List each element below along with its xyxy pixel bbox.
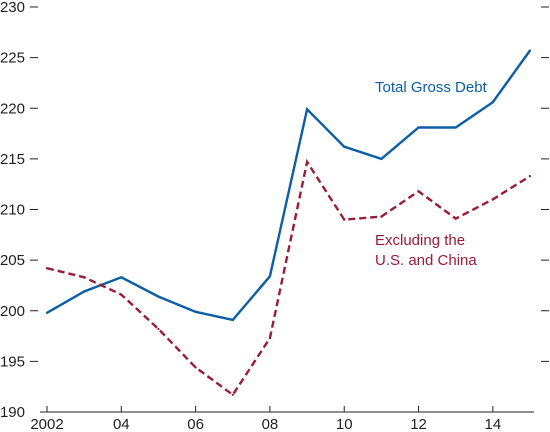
series-1-point xyxy=(45,267,49,270)
series-1-point xyxy=(454,217,457,220)
series-0-point xyxy=(194,310,197,313)
x-tick-label: 2002 xyxy=(30,416,63,432)
y-left-tick-label: 210 xyxy=(0,202,25,219)
series-line-1 xyxy=(46,158,531,397)
x-axis: 2002 04 06 08 10 12 14 xyxy=(30,406,501,432)
series-0-point xyxy=(231,318,234,321)
x-tick-label: 12 xyxy=(410,416,427,432)
x-tick-label: 14 xyxy=(485,416,502,432)
series-0-point xyxy=(305,108,309,111)
series-1-point xyxy=(305,160,309,164)
series-1-point xyxy=(380,215,383,218)
series-label-excluding-line-2: U.S. and China xyxy=(375,252,477,269)
x-tick-label: 04 xyxy=(113,416,130,432)
y-left-tick-label: 215 xyxy=(0,151,25,168)
series-1-point xyxy=(343,218,346,221)
series-1-point xyxy=(268,336,272,340)
series-0-point xyxy=(380,157,383,160)
series-0-point xyxy=(454,126,457,129)
series-1-point xyxy=(491,198,494,201)
y-left-tick-label: 220 xyxy=(0,100,25,117)
series-1-point xyxy=(120,293,123,296)
series-0-point xyxy=(268,275,272,278)
y-left-tick-label: 225 xyxy=(0,50,25,67)
series-1-point xyxy=(83,276,86,279)
series-0-point xyxy=(343,145,346,148)
series-1-point xyxy=(417,190,420,193)
series-1-point xyxy=(194,366,197,369)
y-left-tick-label: 200 xyxy=(0,303,25,320)
y-left-tick-label: 205 xyxy=(0,252,25,269)
series-line-0 xyxy=(46,49,531,322)
series-lines xyxy=(45,49,532,397)
series-0-point xyxy=(120,276,123,279)
series-label-excluding-line-1: Excluding the xyxy=(375,232,465,249)
series-0-point xyxy=(45,311,49,314)
y-left-tick-label: 190 xyxy=(0,404,25,421)
y-left-tick-label: 230 xyxy=(0,0,25,16)
x-tick-label: 08 xyxy=(262,416,279,432)
x-tick-label: 10 xyxy=(336,416,353,432)
series-0-point xyxy=(528,49,532,52)
series-1-point xyxy=(157,327,160,331)
series-0-point xyxy=(417,126,420,129)
y-axis-left: 190 195 200 205 210 215 220 225 230 xyxy=(0,0,38,421)
series-1-point xyxy=(231,393,234,396)
y-left-tick-label: 195 xyxy=(0,353,25,370)
series-0-point xyxy=(491,101,494,104)
series-1-point xyxy=(528,174,532,178)
series-0-point xyxy=(157,295,160,298)
x-tick-label: 06 xyxy=(187,416,204,432)
series-label-total-gross-debt: Total Gross Debt xyxy=(375,79,488,96)
series-0-point xyxy=(83,290,86,293)
